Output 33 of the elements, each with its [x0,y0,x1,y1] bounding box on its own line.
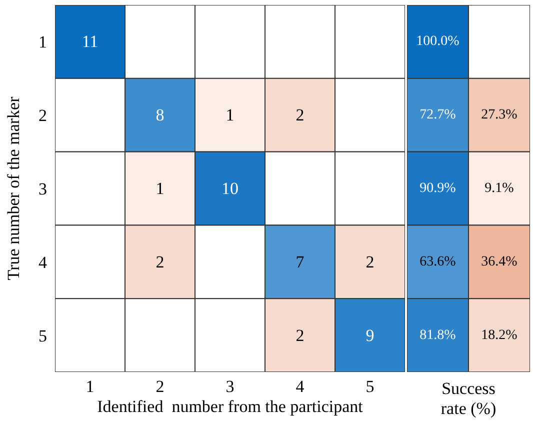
data-label: 11 [82,32,98,52]
x-tick-label: 4 [296,377,305,396]
data-label: 9.1% [484,181,514,196]
data-label: 63.6% [420,254,456,270]
y-tick-label: 4 [38,252,48,272]
data-label: 2 [156,252,164,272]
x-tick-label: 2 [156,377,164,396]
data-label: 9 [366,326,374,345]
data-label: 18.2% [481,328,518,343]
data-label: 90.9% [420,181,456,196]
x-tick-label: 1 [86,377,94,396]
data-label: 81.8% [420,328,456,343]
data-label: 1 [156,179,164,198]
y-tick-label: 5 [38,326,47,346]
y-tick-label: 1 [38,32,47,52]
y-tick-label: 3 [38,180,47,199]
x-axis-title: Success rate (%) [440,379,496,418]
data-label: 10 [222,179,238,198]
y-tick-label: 2 [38,106,47,126]
x-axis-title: Identified number from the participant [97,397,364,416]
data-label: 2 [296,106,304,125]
data-label: 100.0% [416,34,460,50]
data-label: 72.7% [420,108,456,123]
data-label: 2 [366,252,374,272]
data-label: 27.3% [481,108,518,123]
data-label: 36.4% [481,254,518,270]
data-label: 1 [226,106,234,125]
data-label: 2 [296,326,304,345]
x-tick-label: 3 [226,377,234,396]
data-label: 8 [156,106,164,125]
data-label: 7 [296,252,305,272]
x-tick-label: 5 [366,377,374,396]
y-axis-title: True number of the marker [4,96,24,280]
